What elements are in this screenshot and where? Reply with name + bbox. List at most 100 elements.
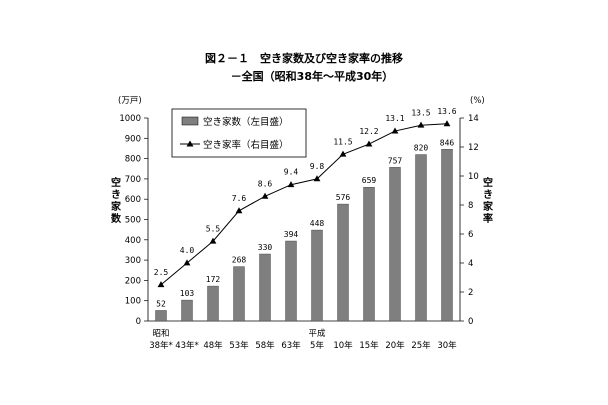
bar-value-label: 846 <box>440 138 455 147</box>
bar <box>363 187 375 322</box>
x-tick-label: 5年 <box>310 340 324 351</box>
bar-value-label: 820 <box>414 144 429 153</box>
left-tick-label: 600 <box>125 195 141 205</box>
axis-label-char: 数 <box>111 212 122 225</box>
bar-value-label: 330 <box>258 243 273 252</box>
bar <box>285 240 297 322</box>
bar-value-label: 268 <box>232 256 247 265</box>
rate-value-label: 9.4 <box>284 168 299 177</box>
bar <box>415 154 427 322</box>
left-tick-label: 700 <box>125 175 141 185</box>
bar-value-label: 103 <box>180 289 195 298</box>
bar-value-label: 394 <box>284 230 299 239</box>
right-tick-label: 4 <box>468 259 473 269</box>
legend: 空き家数（左目盛） 空き家率（右目盛） <box>171 108 307 158</box>
x-tick-label: 25年 <box>411 340 431 351</box>
era-label: 昭和 <box>152 329 169 339</box>
left-axis-unit: (万戸) <box>118 96 142 106</box>
rate-point <box>313 175 321 182</box>
left-tick-label: 0 <box>136 317 141 327</box>
x-tick-label: 15年 <box>359 340 379 351</box>
left-tick-label: 500 <box>125 216 141 226</box>
rate-point <box>183 259 191 266</box>
right-tick-label: 6 <box>468 230 473 240</box>
axes: 0 100 200 300 400 500 600 700 800 900 1000 0 2 4 6 8 10 1… <box>119 114 478 327</box>
rate-value-label: 11.5 <box>333 137 352 146</box>
legend-bar-swatch <box>181 116 199 126</box>
right-axis-unit: (%) <box>470 96 485 106</box>
x-tick-label: 53年 <box>229 340 249 351</box>
right-tick-label: 0 <box>468 317 473 327</box>
x-tick-label: 63年 <box>281 340 301 351</box>
axis-label-char: 率 <box>483 212 493 225</box>
x-tick-label: 38年* <box>149 340 173 351</box>
rate-value-label: 5.5 <box>206 224 221 233</box>
bar <box>441 149 453 322</box>
right-tick-label: 12 <box>468 143 479 153</box>
rate-point <box>339 150 347 157</box>
left-tick-label: 400 <box>125 236 141 246</box>
rate-point <box>365 140 373 147</box>
bar <box>389 167 401 322</box>
line-series <box>157 120 451 288</box>
rate-value-label: 13.5 <box>411 108 430 117</box>
rate-line <box>160 123 448 286</box>
bar <box>337 203 349 322</box>
legend-line-label: 空き家率（右目盛） <box>203 139 289 151</box>
left-tick-label: 1000 <box>119 114 141 124</box>
bar-value-label: 172 <box>206 275 221 284</box>
bar-value-label: 757 <box>388 156 403 165</box>
left-tick-label: 900 <box>125 134 141 144</box>
bar <box>181 299 193 322</box>
axis-label-char: き <box>111 189 121 201</box>
bar-value-label: 659 <box>362 176 377 185</box>
chart-subtitle: －全国（昭和38年～平成30年） <box>231 69 394 83</box>
bar <box>259 253 271 322</box>
x-axis-labels: 38年* 43年* 48年 53年 58年 63年 5年 10年 15年 20年 25年 30年 昭和 平… <box>149 328 457 351</box>
bar <box>207 285 219 322</box>
right-tick-label: 2 <box>468 288 473 298</box>
rate-value-label: 13.6 <box>437 107 456 116</box>
chart-title: 図２－１ 空き家数及び空き家率の推移 <box>205 51 403 65</box>
x-tick-label: 58年 <box>255 340 275 351</box>
rate-value-label: 13.1 <box>385 114 404 123</box>
left-tick-label: 100 <box>125 297 141 307</box>
right-tick-label: 14 <box>468 114 479 124</box>
axis-label-char: 家 <box>111 200 122 213</box>
right-tick-label: 10 <box>468 172 479 182</box>
x-tick-label: 30年 <box>437 340 457 351</box>
x-tick-label: 43年* <box>175 340 199 351</box>
bar <box>155 310 167 322</box>
bar-value-label: 52 <box>156 299 166 308</box>
x-tick-label: 48年 <box>203 340 223 351</box>
legend-triangle-marker <box>186 140 194 147</box>
x-tick-label: 20年 <box>385 340 405 351</box>
left-axis-label: 空き家数 <box>111 176 122 225</box>
rate-point <box>443 120 451 127</box>
rate-value-label: 9.8 <box>310 162 325 171</box>
rate-value-label: 12.2 <box>359 127 378 136</box>
era-label: 平成 <box>308 328 326 339</box>
rate-value-label: 4.0 <box>180 246 195 255</box>
rate-point <box>235 207 243 214</box>
rate-point <box>261 192 269 199</box>
bar <box>311 229 323 322</box>
x-tick-label: 10年 <box>333 340 353 351</box>
rate-point <box>287 181 295 188</box>
axis-label-char: 家 <box>483 200 494 213</box>
left-tick-label: 800 <box>125 155 141 165</box>
rate-value-label: 7.6 <box>232 194 247 203</box>
rate-point <box>417 121 425 128</box>
axis-label-char: 空 <box>483 176 493 189</box>
rate-value-label: 2.5 <box>154 268 169 277</box>
data-labels: 52 103 172 268 330 394 448 576 659 757 820 846 2.5 4.… <box>154 107 457 309</box>
bar-value-label: 576 <box>336 193 351 202</box>
bar <box>233 266 245 322</box>
left-tick-label: 200 <box>125 276 141 286</box>
bar-series <box>155 149 453 322</box>
left-tick-label: 300 <box>125 256 141 266</box>
axis-label-char: き <box>483 189 493 201</box>
right-tick-label: 8 <box>468 201 473 211</box>
axis-label-char: 空 <box>111 176 121 189</box>
